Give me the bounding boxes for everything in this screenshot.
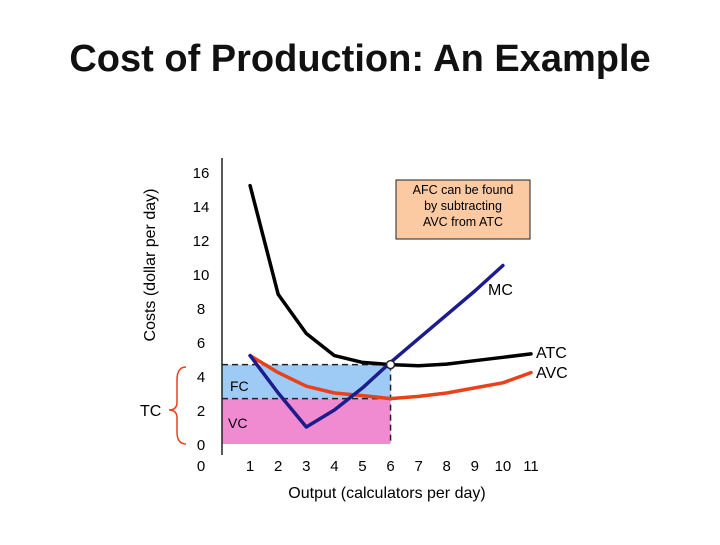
atc-min-point [385, 359, 396, 370]
mc-label: MC [488, 282, 513, 299]
y-tick-label: 10 [193, 267, 210, 284]
afc-callout-line-3: AVC from ATC [423, 215, 503, 229]
region-vc [222, 398, 391, 444]
afc-callout-box [395, 179, 531, 240]
x-tick-label: 7 [414, 458, 422, 475]
cost-curves [248, 183, 533, 429]
y-tick-label: 16 [193, 165, 210, 182]
tc-label: TC [140, 403, 161, 420]
atc-label: ATC [536, 345, 567, 362]
x-axis-title: Output (calculators per day) [288, 485, 485, 502]
x-tick-label: 0 [197, 458, 205, 475]
y-tick-label: 6 [197, 335, 205, 352]
x-tick-label: 11 [523, 458, 539, 475]
vc-label: VC [228, 415, 247, 431]
y-axis-title: Costs (dollar per day) [142, 189, 159, 342]
y-tick-label: 0 [197, 437, 205, 454]
x-tick-label: 4 [330, 458, 338, 475]
tc-brace [168, 366, 187, 445]
series-avc-line [248, 353, 533, 401]
fc-label: FC [230, 378, 249, 394]
x-tick-label: 3 [302, 458, 310, 475]
region-fc [222, 364, 391, 399]
cost-regions [222, 364, 391, 444]
afc-callout-line-1: AFC can be found [413, 183, 514, 197]
x-tick-label: 5 [358, 458, 366, 475]
x-tick-label: 8 [443, 458, 451, 475]
y-tick-label: 2 [197, 403, 205, 420]
x-tick-label: 1 [246, 458, 254, 475]
series-mc-line [248, 263, 505, 429]
y-tick-label: 14 [193, 199, 210, 216]
y-tick-label: 8 [197, 301, 205, 318]
avc-label: AVC [536, 365, 568, 382]
afc-callout-line-2: by subtracting [424, 199, 502, 213]
x-tick-label: 9 [471, 458, 479, 475]
y-tick-label: 4 [197, 369, 205, 386]
x-tick-label: 6 [386, 458, 394, 475]
dashed-guides [222, 363, 392, 444]
x-tick-label: 2 [274, 458, 282, 475]
slide-title: Cost of Production: An Example [69, 38, 651, 80]
x-tick-label: 10 [495, 458, 512, 475]
y-tick-label: 12 [193, 233, 210, 250]
